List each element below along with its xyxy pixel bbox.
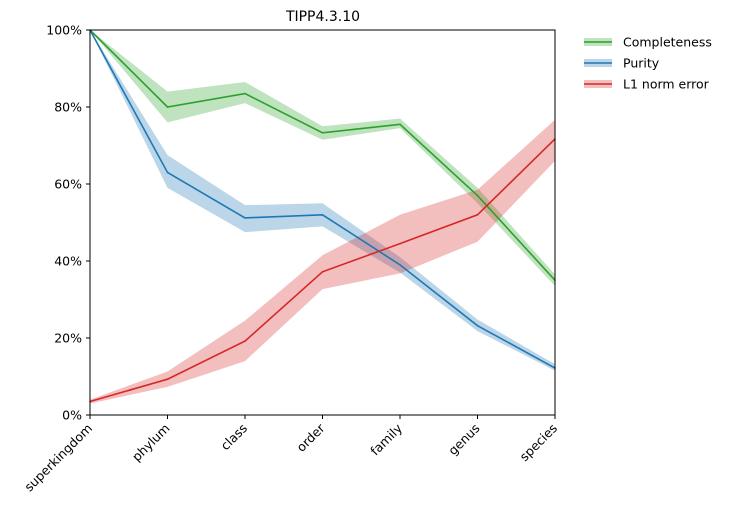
purity-point	[244, 217, 246, 219]
y-tick-label: 100%	[46, 23, 82, 38]
l1-norm-error-point	[399, 242, 401, 245]
l1-norm-error-point	[476, 214, 479, 216]
x-tick-label: phylum	[129, 421, 173, 465]
completeness-point	[321, 131, 324, 134]
purity-point	[399, 264, 401, 266]
series-lines	[89, 29, 556, 403]
l1-norm-error-point	[166, 378, 169, 380]
completeness-point	[399, 123, 401, 126]
l1-norm-error-band	[90, 119, 555, 404]
purity-point	[476, 324, 479, 327]
purity-point	[321, 214, 324, 216]
l1-norm-error-point	[244, 340, 246, 342]
y-axis: 0% 20% 40% 60% 80% 100%	[46, 23, 90, 423]
x-tick-label: class	[218, 421, 251, 454]
x-tick-label: family	[367, 420, 405, 458]
x-tick-label: species	[517, 421, 561, 465]
y-tick-label: 20%	[54, 331, 82, 346]
legend: Completeness Purity L1 norm error	[584, 35, 712, 92]
completeness-point	[476, 194, 479, 197]
completeness-band	[90, 30, 555, 287]
x-tick-label: order	[293, 420, 328, 455]
y-tick-label: 60%	[54, 177, 82, 192]
l1-norm-error-legend-label: L1 norm error	[623, 77, 710, 92]
completeness-legend-label: Completeness	[623, 35, 712, 50]
x-axis: superkingdom phylum class order family genus s…	[21, 415, 560, 494]
completeness-point	[244, 92, 246, 95]
completeness-point	[166, 106, 169, 108]
x-tick-label: superkingdom	[21, 421, 95, 495]
y-tick-label: 40%	[54, 254, 82, 269]
confidence-bands	[90, 30, 555, 404]
y-tick-label: 0%	[62, 408, 82, 423]
purity-point	[166, 171, 169, 174]
y-tick-label: 80%	[54, 100, 82, 115]
chart-title: TIPP4.3.10	[285, 9, 360, 25]
x-tick-label: genus	[445, 421, 482, 458]
l1-norm-error-point	[321, 270, 324, 273]
purity-legend-label: Purity	[623, 56, 660, 71]
